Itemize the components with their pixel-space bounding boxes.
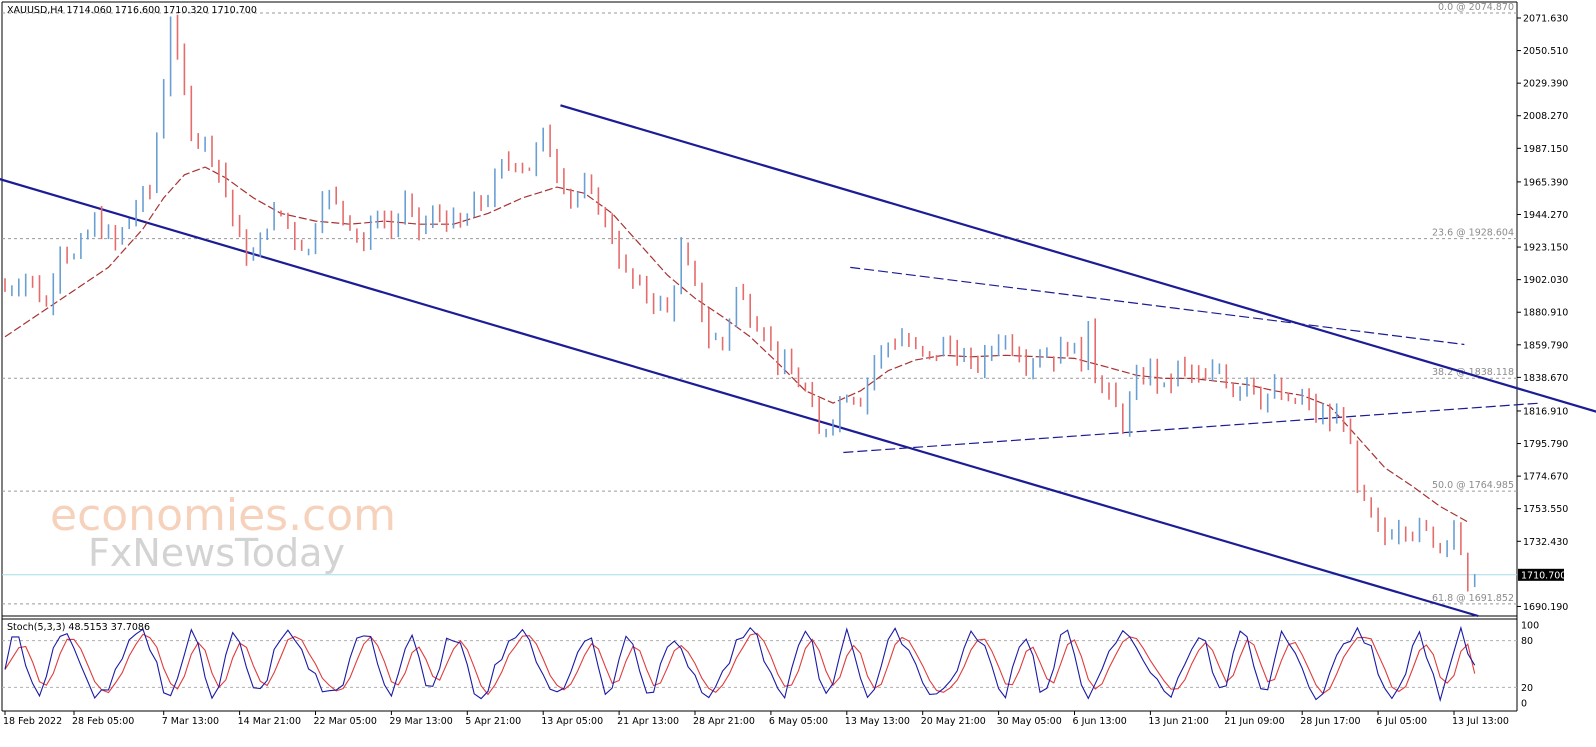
price-tick-label: 1859.790 [1523, 340, 1568, 351]
time-tick-label: 28 Jun 17:00 [1300, 716, 1360, 727]
price-tick-label: 2029.390 [1523, 79, 1568, 90]
price-tick-label: 1795.790 [1523, 439, 1568, 450]
time-axis: 18 Feb 2022 28 Feb 05:00 7 Mar 13:00 14 Mar… [3, 711, 1509, 727]
fib-label: 61.8 @ 1691.852 [1432, 593, 1514, 604]
price-tick-label: 1944.270 [1523, 210, 1568, 221]
time-tick-label: 14 Mar 21:00 [238, 716, 301, 727]
price-tick-label: 1965.390 [1523, 177, 1568, 188]
time-tick-label: 21 Jun 09:00 [1224, 716, 1284, 727]
price-tick-label: 1816.910 [1523, 406, 1568, 417]
price-tick-label: 1838.670 [1523, 373, 1568, 384]
time-tick-label: 6 Jun 13:00 [1073, 716, 1127, 727]
time-tick-label: 13 Jun 21:00 [1148, 716, 1208, 727]
moving-average-line [4, 166, 1469, 523]
dashed-trendline [843, 402, 1541, 454]
time-tick-label: 30 May 05:00 [997, 716, 1062, 727]
symbol-header: XAUUSD,H4 1714.060 1716.600 1710.320 171… [7, 5, 257, 16]
dashed-trendline [850, 266, 1465, 346]
stoch-signal-line [4, 632, 1476, 696]
price-tick-label: 1987.150 [1523, 144, 1568, 155]
current-price-box [1518, 568, 1564, 581]
time-tick-label: 18 Feb 2022 [3, 716, 62, 727]
price-tick-label: 1732.430 [1523, 537, 1568, 548]
time-tick-label: 6 Jul 05:00 [1376, 716, 1427, 727]
price-tick-label: 1880.910 [1523, 308, 1568, 319]
price-tick-label: 2071.630 [1523, 13, 1568, 24]
price-panel-frame [1, 1, 1518, 712]
candles [4, 14, 1476, 592]
moving-average [4, 166, 1469, 523]
time-tick-label: 6 May 05:00 [769, 716, 828, 727]
time-tick-label: 13 May 13:00 [845, 716, 910, 727]
stochastic-label: Stoch(5,3,3) 48.5153 37.7086 [7, 622, 150, 633]
stochastic-panel: 100 80 20 0 [2, 621, 1539, 710]
current-price-marker: 1710.700 [2, 568, 1566, 581]
watermark-economies: economies.com [50, 490, 396, 541]
price-tick-label: 1902.030 [1523, 275, 1568, 286]
time-tick-label: 20 May 21:00 [921, 716, 986, 727]
price-tick-label: 1690.190 [1523, 602, 1568, 613]
stoch-tick-label: 80 [1521, 636, 1533, 647]
price-tick-label: 1774.670 [1523, 472, 1568, 483]
time-tick-label: 13 Jul 13:00 [1452, 716, 1509, 727]
time-tick-label: 28 Apr 21:00 [693, 716, 755, 727]
stoch-tick-label: 20 [1521, 683, 1533, 694]
time-tick-label: 29 Mar 13:00 [389, 716, 452, 727]
time-tick-label: 22 Mar 05:00 [314, 716, 377, 727]
price-tick-label: 2008.270 [1523, 111, 1568, 122]
time-tick-label: 28 Feb 05:00 [72, 716, 134, 727]
time-tick-label: 7 Mar 13:00 [162, 716, 219, 727]
fib-label: 50.0 @ 1764.985 [1432, 480, 1514, 491]
fib-label: 23.6 @ 1928.604 [1432, 228, 1514, 239]
price-tick-label: 1923.150 [1523, 243, 1568, 254]
channel-trendline [0, 178, 1479, 618]
price-axis: 2071.630 2050.510 2029.390 2008.270 1987.150… [1517, 13, 1568, 613]
price-tick-label: 2050.510 [1523, 46, 1568, 57]
watermark: economies.com FxNewsToday [50, 490, 396, 575]
fib-label: 0.0 @ 2074.870 [1438, 2, 1514, 13]
time-tick-label: 5 Apr 21:00 [465, 716, 521, 727]
stoch-main-line [4, 625, 1476, 703]
time-tick-label: 13 Apr 05:00 [541, 716, 603, 727]
current-price-label: 1710.700 [1521, 570, 1566, 581]
trendlines [0, 104, 1596, 618]
time-tick-label: 21 Apr 13:00 [617, 716, 679, 727]
stoch-tick-label: 100 [1521, 621, 1539, 632]
fibonacci-levels: 0.0 @ 2074.870 23.6 @ 1928.604 38.2 @ 1838… [2, 2, 1517, 605]
stoch-tick-label: 0 [1521, 699, 1527, 710]
fib-label: 38.2 @ 1838.118 [1432, 367, 1514, 378]
price-tick-label: 1753.550 [1523, 504, 1568, 515]
watermark-fxnewstoday: FxNewsToday [88, 531, 345, 575]
